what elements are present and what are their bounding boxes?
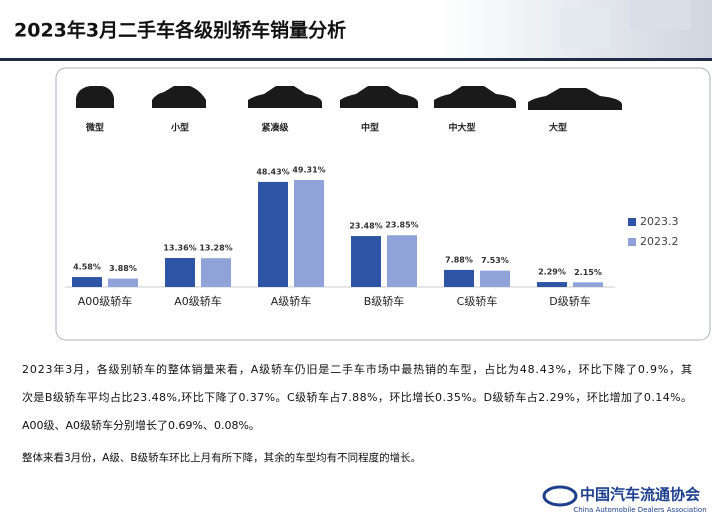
car-type-label: 大型 [549, 122, 567, 134]
legend-label: 2023.2 [640, 235, 679, 248]
bar [108, 278, 138, 287]
page-title: 2023年3月二手车各级别轿车销量分析 [14, 19, 346, 42]
data-label: 7.88% [445, 255, 473, 264]
bar [387, 235, 417, 287]
paragraph: 整体来看3月份，A级、B级轿车环比上月有所下降，其余的车型均有不同程度的增长。 [22, 451, 421, 464]
bar [351, 236, 381, 287]
bar [573, 282, 603, 287]
header-cube [560, 8, 610, 48]
x-tick-label: D级轿车 [549, 294, 590, 308]
x-tick-label: A级轿车 [271, 294, 312, 308]
logo-subtitle: China Automobile Dealers Association [573, 506, 706, 514]
paragraph: A00级、A0级轿车分别增长了0.69%、0.08%。 [22, 418, 260, 432]
car-icons [76, 86, 622, 110]
car-icon [528, 88, 622, 110]
car-type-label: 紧凑级 [261, 122, 289, 134]
bar [537, 282, 567, 287]
data-label: 4.58% [73, 263, 101, 272]
bar [165, 258, 195, 287]
x-tick-label: A00级轿车 [78, 294, 133, 308]
header-cube [630, 0, 690, 30]
car-icon [340, 86, 418, 108]
data-label: 49.31% [292, 166, 325, 175]
x-tick-label: C级轿车 [457, 294, 498, 308]
bar [201, 258, 231, 287]
car-icon [76, 86, 114, 108]
car-type-label: 小型 [170, 122, 189, 134]
data-label: 7.53% [481, 256, 509, 265]
data-label: 3.88% [109, 264, 137, 273]
data-label: 23.85% [385, 221, 418, 230]
bar [258, 181, 288, 287]
x-tick-label: A0级轿车 [174, 294, 222, 308]
data-label: 23.48% [349, 222, 382, 231]
data-label: 13.28% [199, 244, 232, 253]
data-label: 13.36% [163, 244, 196, 253]
bar [294, 180, 324, 287]
legend-label: 2023.3 [640, 215, 679, 228]
car-type-label: 微型 [85, 122, 104, 134]
car-type-label: 中大型 [448, 122, 475, 134]
legend-swatch [628, 218, 636, 226]
bar [444, 269, 474, 287]
car-icon [152, 86, 206, 108]
logo-mark [542, 485, 578, 507]
logo-name: 中国汽车流通协会 [580, 486, 700, 504]
data-label: 2.29% [538, 268, 566, 277]
x-tick-label: B级轿车 [364, 294, 405, 308]
bar [480, 270, 510, 287]
data-label: 48.43% [256, 167, 289, 176]
legend-swatch [628, 238, 636, 246]
paragraph: 2023年3月，各级别轿车的整体销量来看，A级轿车仍旧是二手车市场中最热销的车型… [22, 362, 692, 376]
paragraph: 次是B级轿车平均占比23.48%,环比下降了0.37%。C级轿车占7.88%，环… [22, 390, 692, 404]
data-label: 2.15% [574, 268, 602, 277]
car-icon [248, 86, 322, 108]
car-type-label: 中型 [361, 122, 379, 134]
header-rule [0, 58, 712, 61]
car-icon [434, 86, 516, 108]
bar [72, 277, 102, 287]
